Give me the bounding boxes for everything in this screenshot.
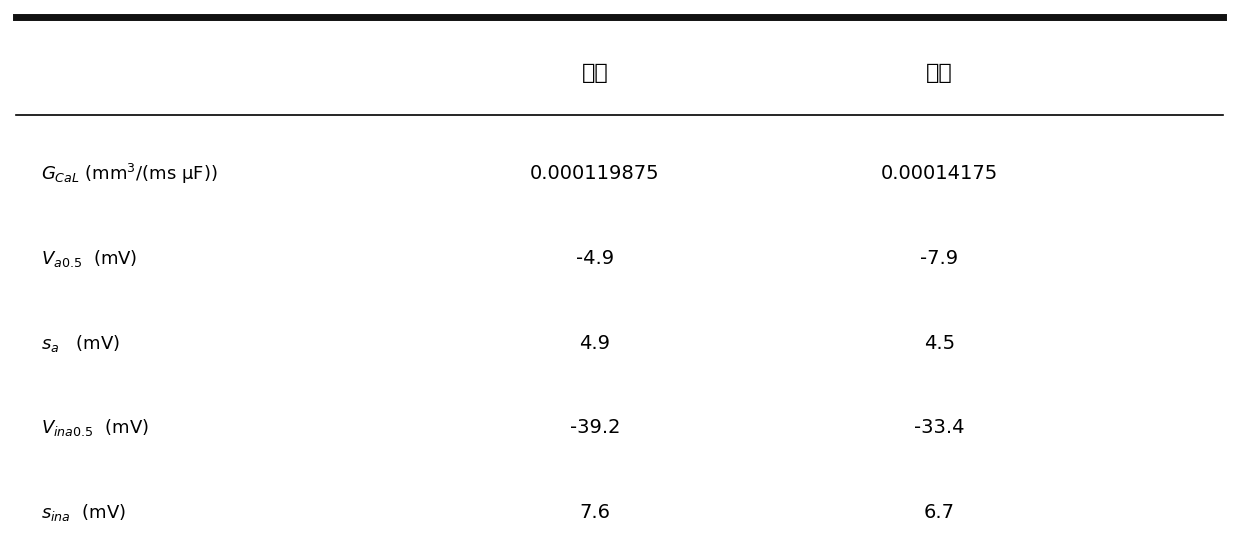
Text: $\mathit{V}_{\mathit{a0.5}}$  $\rm{(mV)}$: $\mathit{V}_{\mathit{a0.5}}$ $\rm{(mV)}$ [41, 248, 138, 269]
Text: 正常: 正常 [581, 63, 608, 83]
Text: 0.00014175: 0.00014175 [881, 164, 999, 183]
Text: -39.2: -39.2 [570, 419, 621, 437]
Text: 突变: 突变 [926, 63, 953, 83]
Text: $\mathit{s}_{\mathit{ina}}$  $\rm{(mV)}$: $\mathit{s}_{\mathit{ina}}$ $\rm{(mV)}$ [41, 502, 126, 523]
Text: 6.7: 6.7 [924, 503, 955, 522]
Text: 4.9: 4.9 [580, 334, 611, 352]
Text: -33.4: -33.4 [914, 419, 965, 437]
Text: -7.9: -7.9 [921, 249, 959, 268]
Text: 4.5: 4.5 [924, 334, 955, 352]
Text: -4.9: -4.9 [576, 249, 615, 268]
Text: 0.000119875: 0.000119875 [530, 164, 659, 183]
Text: $\mathit{V}_{\mathit{ina0.5}}$  $\rm{(mV)}$: $\mathit{V}_{\mathit{ina0.5}}$ $\rm{(mV)… [41, 417, 149, 438]
Text: $\mathit{s}_{\mathit{a}}$   $\rm{(mV)}$: $\mathit{s}_{\mathit{a}}$ $\rm{(mV)}$ [41, 332, 120, 353]
Text: $\mathit{G}_{\mathit{CaL}}$ $\rm{(mm^3/(ms\ \mu F))}$: $\mathit{G}_{\mathit{CaL}}$ $\rm{(mm^3/(… [41, 161, 218, 186]
Text: 7.6: 7.6 [580, 503, 611, 522]
